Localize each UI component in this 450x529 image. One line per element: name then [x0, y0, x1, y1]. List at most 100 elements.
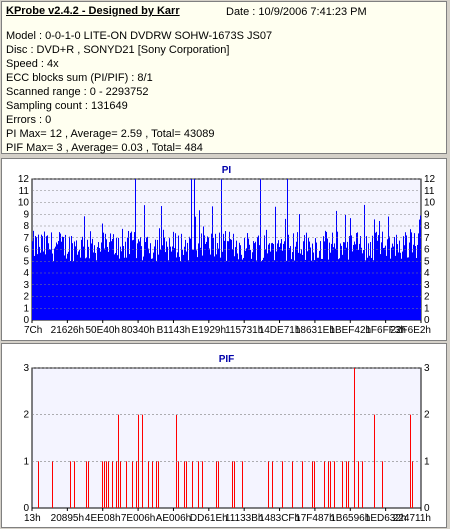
pi-bar: [163, 229, 164, 320]
pi-bar: [317, 257, 318, 320]
pi-bar: [211, 233, 212, 320]
pi-bar: [112, 238, 113, 320]
pi-bar: [282, 250, 283, 320]
pi-bar: [415, 245, 416, 320]
pi-bar: [292, 252, 293, 320]
x-tick-label: 22F6E2h: [390, 325, 431, 336]
pi-bar: [414, 233, 415, 320]
pif-bar: [412, 461, 413, 508]
pi-bar: [307, 251, 308, 320]
pi-bar: [266, 229, 267, 320]
pi-bar: [50, 249, 51, 320]
y-tick-label-left: 8: [23, 221, 29, 232]
pi-bar: [148, 248, 149, 320]
pif-bar: [410, 414, 411, 508]
pi-bar: [137, 243, 138, 320]
pi-bar: [185, 239, 186, 320]
pi-bar: [413, 244, 414, 320]
pif-bar: [202, 461, 203, 508]
pi-bar: [264, 235, 265, 320]
pi-bar: [245, 250, 246, 320]
pi-bar: [65, 234, 66, 320]
pi-bar: [217, 243, 218, 320]
pi-bar: [38, 234, 39, 320]
pi-bar: [327, 238, 328, 320]
pif-bar: [218, 461, 219, 508]
pif-bar: [382, 461, 383, 508]
y-tick-label-right: 3: [424, 363, 430, 374]
y-tick-label-right: 0: [424, 503, 430, 514]
pi-bar: [235, 247, 236, 320]
info-scanned-range: Scanned range : 0 - 2293752: [6, 86, 149, 98]
pi-bar: [290, 246, 291, 320]
pi-bar: [98, 242, 99, 320]
pi-bar: [364, 204, 365, 320]
pi-bar: [122, 228, 123, 320]
pif-bar: [86, 461, 87, 508]
pi-bar: [278, 240, 279, 320]
pi-bar: [58, 240, 59, 320]
pi-bar: [405, 232, 406, 320]
pi-bar: [226, 260, 227, 320]
pi-bar: [127, 237, 128, 320]
plot-area: [31, 367, 422, 509]
pi-bar: [86, 257, 87, 320]
y-tick-label-right: 8: [424, 221, 430, 232]
y-tick-label-left: 10: [18, 198, 30, 209]
pi-bar: [54, 248, 55, 320]
pi-bar: [313, 252, 314, 320]
y-tick-label-left: 1: [23, 303, 29, 314]
pi-bar: [400, 252, 401, 320]
pif-bar: [88, 461, 89, 508]
pi-bar: [412, 252, 413, 320]
pi-bar: [269, 243, 270, 320]
x-tick-label: 1F6FF3h: [365, 325, 406, 336]
pif-bar: [192, 461, 193, 508]
pi-bar: [304, 235, 305, 320]
pi-bar: [308, 237, 309, 320]
pi-bar: [56, 242, 57, 320]
pi-bar: [234, 256, 235, 320]
pi-bar: [145, 242, 146, 320]
pi-bar: [161, 206, 162, 320]
pi-bar: [374, 219, 375, 320]
pif-bar: [156, 461, 157, 508]
pif-bar: [302, 461, 303, 508]
pi-bar: [39, 246, 40, 320]
pi-bar: [206, 241, 207, 320]
pi-bar: [184, 246, 185, 320]
pi-bar: [244, 237, 245, 320]
pi-bar: [124, 257, 125, 320]
pi-bar: [113, 234, 114, 320]
y-tick-label-left: 3: [23, 280, 29, 291]
pi-bar: [303, 241, 304, 320]
pi-bar: [311, 260, 312, 320]
pif-bar: [216, 461, 217, 508]
pi-bar: [143, 256, 144, 320]
pi-bar: [409, 242, 410, 320]
pi-bar: [187, 242, 188, 320]
pi-bar: [141, 246, 142, 320]
pi-bar: [295, 246, 296, 320]
pi-bar: [177, 252, 178, 320]
pi-bar: [228, 241, 229, 320]
pif-bar: [328, 461, 329, 508]
pi-bar: [80, 257, 81, 320]
pi-bar: [379, 220, 380, 320]
y-tick-label-right: 11: [424, 186, 435, 197]
x-tick-label: 1BEF42h: [329, 325, 371, 336]
pi-bar: [106, 239, 107, 320]
x-tick-label: 80340h: [121, 325, 154, 336]
y-tick-label-right: 1: [424, 456, 430, 467]
pi-bar: [346, 247, 347, 320]
pif-bar: [272, 461, 273, 508]
pi-bar: [373, 260, 374, 320]
pi-bar: [91, 243, 92, 320]
pi-bar: [388, 216, 389, 320]
pif-bar: [242, 461, 243, 508]
pi-bar: [319, 250, 320, 320]
pi-bar: [237, 253, 238, 320]
pi-bar: [92, 238, 93, 320]
pif-bar: [358, 461, 359, 508]
pi-bar: [140, 236, 141, 320]
